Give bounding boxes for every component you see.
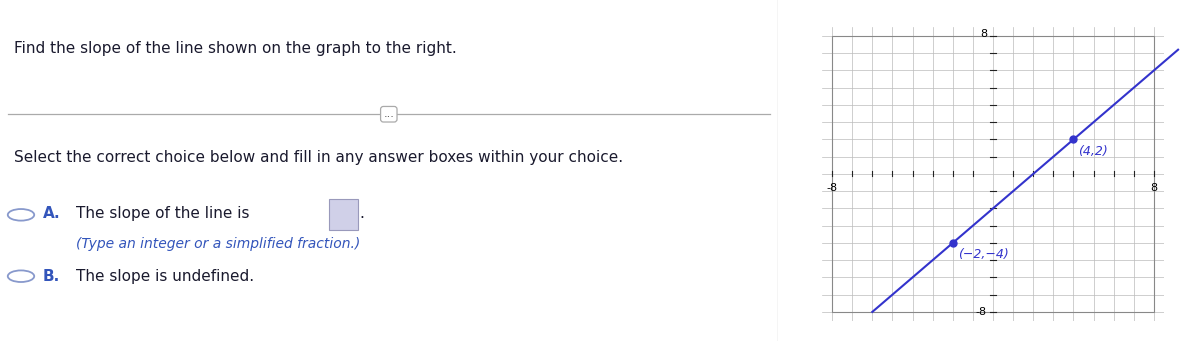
FancyBboxPatch shape: [329, 199, 358, 230]
Text: (Type an integer or a simplified fraction.): (Type an integer or a simplified fractio…: [77, 237, 360, 251]
Text: The slope of the line is: The slope of the line is: [77, 206, 250, 221]
Text: 8: 8: [980, 29, 986, 39]
Text: .: .: [359, 206, 364, 221]
Text: 8: 8: [1151, 182, 1158, 193]
Text: A.: A.: [43, 206, 60, 221]
Text: Find the slope of the line shown on the graph to the right.: Find the slope of the line shown on the …: [14, 41, 457, 56]
Text: (−2,−4): (−2,−4): [958, 248, 1008, 261]
Text: (4,2): (4,2): [1079, 145, 1109, 158]
Text: -8: -8: [827, 182, 838, 193]
Text: ...: ...: [383, 109, 395, 119]
Text: The slope is undefined.: The slope is undefined.: [77, 269, 254, 284]
Text: Select the correct choice below and fill in any answer boxes within your choice.: Select the correct choice below and fill…: [14, 150, 623, 165]
Text: -8: -8: [976, 307, 986, 317]
Text: B.: B.: [43, 269, 60, 284]
